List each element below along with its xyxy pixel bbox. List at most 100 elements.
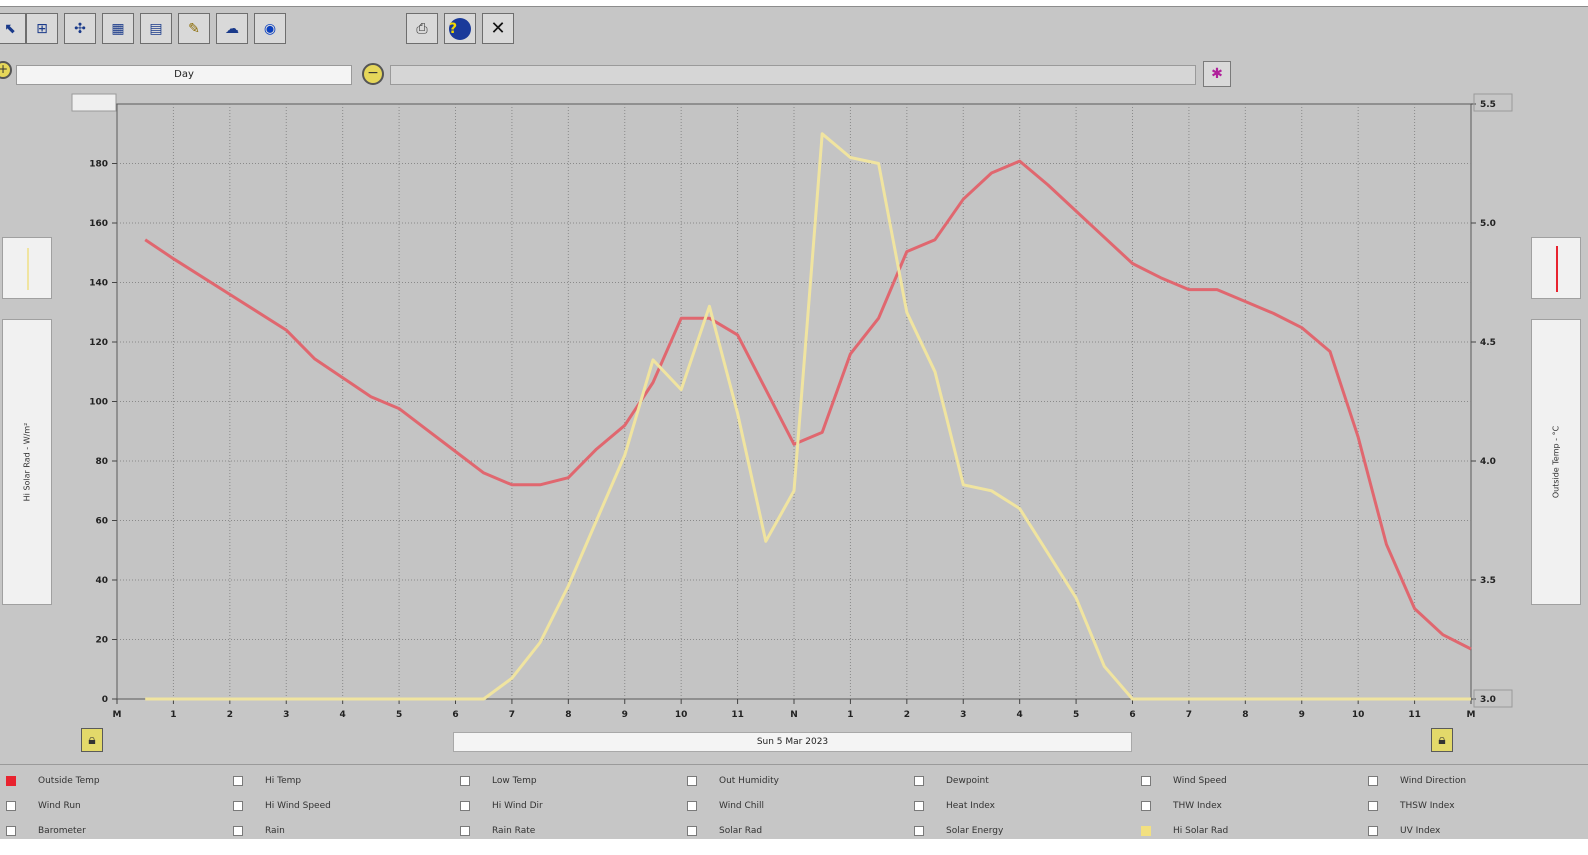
left-tick-label: 0 bbox=[102, 695, 108, 705]
zoom-in-icon[interactable]: + bbox=[0, 61, 12, 79]
legend-checkbox[interactable] bbox=[233, 801, 243, 811]
legend-checkbox[interactable] bbox=[1368, 826, 1378, 836]
left-axis-title-panel: Hi Solar Rad - W/m² bbox=[2, 319, 52, 605]
legend-label: Hi Wind Speed bbox=[265, 801, 331, 811]
legend-checkbox[interactable] bbox=[6, 826, 16, 836]
legend-checkbox[interactable] bbox=[6, 776, 16, 786]
legend-checkbox[interactable] bbox=[233, 776, 243, 786]
legend-checkbox[interactable] bbox=[1141, 776, 1151, 786]
x-tick-label: 7 bbox=[1186, 710, 1192, 720]
period-selector[interactable]: Day bbox=[16, 65, 352, 85]
x-tick-label: 6 bbox=[1129, 710, 1135, 720]
legend-label: Out Humidity bbox=[719, 776, 779, 786]
x-tick-label: 11 bbox=[1408, 710, 1421, 720]
print-icon[interactable]: ⎙ bbox=[406, 13, 438, 44]
legend-checkbox[interactable] bbox=[233, 826, 243, 836]
legend-checkbox[interactable] bbox=[460, 826, 470, 836]
hi-solar-rad-swatch-line bbox=[27, 248, 29, 290]
legend-label: THSW Index bbox=[1400, 801, 1455, 811]
x-tick-label: 10 bbox=[1352, 710, 1365, 720]
x-tick-label: 3 bbox=[960, 710, 966, 720]
color-palette-icon[interactable]: ✱ bbox=[1203, 61, 1231, 87]
notes-icon[interactable]: ✎ bbox=[178, 13, 210, 44]
legend-label: Outside Temp bbox=[38, 776, 100, 786]
noaa-icon[interactable]: ◉ bbox=[254, 13, 286, 44]
weather-icon[interactable]: ☁ bbox=[216, 13, 248, 44]
left-tick-label: 140 bbox=[89, 279, 108, 289]
right-tick-label: 5.5 bbox=[1480, 100, 1496, 110]
x-tick-label: M bbox=[113, 710, 122, 720]
x-tick-label: N bbox=[790, 710, 798, 720]
help-icon[interactable]: ? bbox=[444, 13, 476, 44]
legend-checkbox[interactable] bbox=[1368, 776, 1378, 786]
legend-label: Hi Temp bbox=[265, 776, 302, 786]
x-tick-label: 1 bbox=[170, 710, 176, 720]
left-axis-max-box bbox=[71, 93, 117, 112]
legend-label: Wind Run bbox=[38, 801, 81, 811]
select-icon[interactable]: ⬉ bbox=[0, 13, 26, 44]
network-icon[interactable]: ✣ bbox=[64, 13, 96, 44]
legend-label: UV Index bbox=[1400, 826, 1441, 836]
x-tick-label: 4 bbox=[1017, 710, 1023, 720]
time-scrollbar[interactable] bbox=[390, 65, 1196, 85]
legend-checkbox[interactable] bbox=[1141, 826, 1151, 836]
legend-checkbox[interactable] bbox=[914, 826, 924, 836]
right-axis-lock-icon[interactable]: 🔒︎ bbox=[1431, 728, 1453, 752]
calendar-icon[interactable]: ▦ bbox=[102, 13, 134, 44]
right-tick-label: 3.0 bbox=[1480, 695, 1496, 705]
chart-plot: M 1 2 3 4 5 6 7 8 9 10 11 N 1 2 3 4 5 6 7 8 9 10 11 M02040608010… bbox=[71, 93, 1513, 720]
legend-label: Solar Energy bbox=[946, 826, 1004, 836]
graph-icon[interactable]: ▤ bbox=[140, 13, 172, 44]
station-icon[interactable]: ⊞ bbox=[26, 13, 58, 44]
x-tick-label: 1 bbox=[847, 710, 853, 720]
left-tick-label: 100 bbox=[89, 398, 108, 408]
x-tick-label: 4 bbox=[340, 710, 346, 720]
left-tick-label: 80 bbox=[95, 457, 108, 467]
legend-checkbox[interactable] bbox=[6, 801, 16, 811]
legend-label: Wind Speed bbox=[1173, 776, 1227, 786]
x-tick-label: 9 bbox=[1299, 710, 1305, 720]
legend-separator bbox=[0, 764, 1588, 765]
date-label: Sun 5 Mar 2023 bbox=[453, 732, 1132, 752]
x-tick-label: 11 bbox=[731, 710, 744, 720]
legend-checkbox[interactable] bbox=[460, 801, 470, 811]
right-axis-max-box bbox=[1473, 93, 1513, 112]
legend-checkbox[interactable] bbox=[687, 776, 697, 786]
x-tick-label: 7 bbox=[509, 710, 515, 720]
x-tick-label: 10 bbox=[675, 710, 688, 720]
zoom-out-icon[interactable]: − bbox=[362, 63, 384, 85]
left-tick-label: 120 bbox=[89, 338, 108, 348]
legend-checkbox[interactable] bbox=[1141, 801, 1151, 811]
right-tick-label: 4.0 bbox=[1480, 457, 1496, 467]
right-axis-title-panel: Outside Temp - °C bbox=[1531, 319, 1581, 605]
right-tick-label: 5.0 bbox=[1480, 219, 1496, 229]
legend-label: Solar Rad bbox=[719, 826, 763, 836]
legend-checkbox[interactable] bbox=[460, 776, 470, 786]
x-tick-label: M bbox=[1467, 710, 1476, 720]
legend-checkbox[interactable] bbox=[1368, 801, 1378, 811]
legend-checkbox[interactable] bbox=[914, 776, 924, 786]
legend-label: THW Index bbox=[1173, 801, 1222, 811]
legend-label: Wind Chill bbox=[719, 801, 764, 811]
weather-graph-window: ⬉ ⊞ ✣ ▦ ▤ ✎ ☁ ◉ ⎙ ? ✕ + Day − ✱ Hi Solar… bbox=[0, 6, 1588, 839]
left-series-swatch[interactable] bbox=[2, 237, 52, 299]
left-tick-label: 20 bbox=[95, 636, 108, 646]
right-tick-label: 4.5 bbox=[1480, 338, 1496, 348]
x-tick-label: 5 bbox=[396, 710, 402, 720]
close-icon[interactable]: ✕ bbox=[482, 13, 514, 44]
legend-label: Rain Rate bbox=[492, 826, 536, 836]
legend-checkbox[interactable] bbox=[914, 801, 924, 811]
left-tick-label: 160 bbox=[89, 219, 108, 229]
legend-checkbox[interactable] bbox=[687, 826, 697, 836]
left-axis-lock-icon[interactable]: 🔒︎ bbox=[81, 728, 103, 752]
legend-label: Rain bbox=[265, 826, 285, 836]
series-line-hi-solar-rad bbox=[145, 132, 1471, 701]
right-tick-label: 3.5 bbox=[1480, 576, 1496, 586]
left-tick-label: 180 bbox=[89, 160, 108, 170]
legend-label: Dewpoint bbox=[946, 776, 989, 786]
x-tick-label: 8 bbox=[1242, 710, 1248, 720]
right-series-swatch[interactable] bbox=[1531, 237, 1581, 299]
legend-label: Barometer bbox=[38, 826, 86, 836]
legend-label: Heat Index bbox=[946, 801, 995, 811]
legend-checkbox[interactable] bbox=[687, 801, 697, 811]
